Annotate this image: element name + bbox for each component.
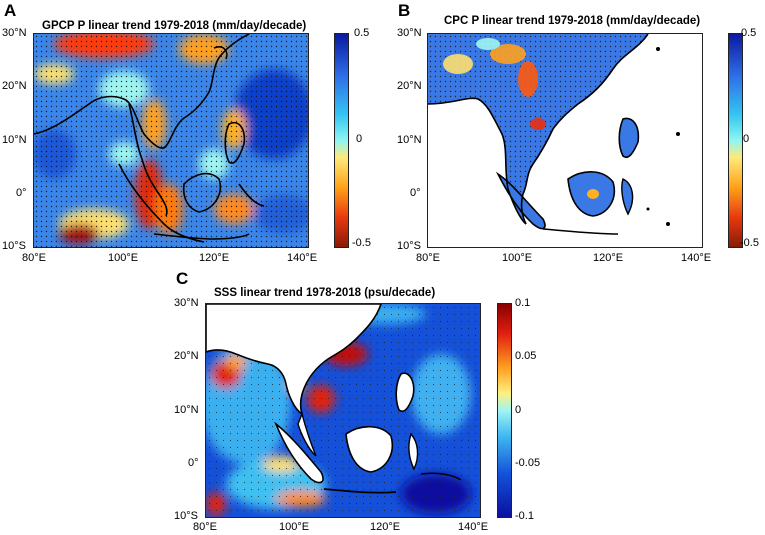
panel-c-lon-label-120e: 120°E bbox=[370, 521, 401, 533]
panel-b-lat-label-20n: 20°N bbox=[397, 80, 422, 92]
panel-a-lat-label-0: 0° bbox=[16, 187, 27, 199]
panel-c-lat-label-20n: 20°N bbox=[174, 350, 199, 362]
panel-b-colorbar-max: 0.5 bbox=[741, 27, 757, 39]
panel-c-lat-label-30n: 30°N bbox=[174, 297, 199, 309]
panel-c-lat-label-10s: 10°S bbox=[174, 510, 198, 522]
panel-b-lon-label-80e: 80°E bbox=[416, 252, 440, 264]
panel-b-lon-label-140e: 140°E bbox=[681, 252, 712, 264]
panel-a-lon-label-120e: 120°E bbox=[199, 252, 230, 264]
panel-a-lon-label-140e: 140°E bbox=[287, 252, 318, 264]
panel-c-lon-label-140e: 140°E bbox=[458, 521, 489, 533]
panel-c-lon-label-100e: 100°E bbox=[279, 521, 310, 533]
panel-b-lat-label-30n: 30°N bbox=[397, 27, 422, 39]
panel-c-colorbar-4: -0.1 bbox=[515, 510, 534, 522]
panel-b-title: CPC P linear trend 1979-2018 (mm/day/dec… bbox=[444, 15, 701, 27]
panel-c-lat-label-0: 0° bbox=[188, 457, 199, 469]
panel-b-colorbar-mid: 0 bbox=[743, 133, 750, 145]
panel-b-lat-label-0: 0° bbox=[410, 187, 421, 199]
panel-b-lat-label-10n: 10°N bbox=[397, 134, 422, 146]
panel-c-colorbar bbox=[497, 303, 512, 518]
panel-c-map bbox=[205, 303, 481, 518]
panel-c-colorbar-3: -0.05 bbox=[515, 457, 541, 469]
panel-b-colorbar-min: -0.5 bbox=[740, 237, 759, 249]
panel-c-colorbar-1: 0.05 bbox=[515, 350, 537, 362]
panel-a-letter: A bbox=[4, 1, 17, 20]
panel-a-colorbar-max: 0.5 bbox=[354, 27, 370, 39]
panel-b-colorbar bbox=[728, 33, 743, 248]
panel-a-lon-label-100e: 100°E bbox=[108, 252, 139, 264]
panel-c-colorbar-2: 0 bbox=[515, 404, 522, 416]
panel-a-lat-label-10n: 10°N bbox=[2, 134, 27, 146]
panel-c-lat-label-10n: 10°N bbox=[174, 404, 199, 416]
panel-a-lon-label-80e: 80°E bbox=[22, 252, 46, 264]
panel-b-lon-label-100e: 100°E bbox=[502, 252, 533, 264]
panel-b-map bbox=[427, 33, 703, 248]
panel-a-colorbar-mid: 0 bbox=[356, 133, 363, 145]
panel-c-colorbar-0: 0.1 bbox=[515, 297, 531, 309]
panel-b-lon-label-120e: 120°E bbox=[593, 252, 624, 264]
panel-a-colorbar bbox=[334, 33, 349, 248]
panel-a-title: GPCP P linear trend 1979-2018 (mm/day/de… bbox=[42, 20, 307, 32]
panel-c-lon-label-80e: 80°E bbox=[193, 521, 217, 533]
panel-c-title: SSS linear trend 1978-2018 (psu/decade) bbox=[214, 287, 436, 299]
panel-a-lat-label-20n: 20°N bbox=[2, 80, 27, 92]
panel-b-lat-label-10s: 10°S bbox=[397, 240, 421, 252]
panel-a-lat-label-30n: 30°N bbox=[2, 27, 27, 39]
panel-b-letter: B bbox=[398, 1, 411, 20]
panel-a-map bbox=[33, 33, 309, 248]
panel-a-lat-label-10s: 10°S bbox=[2, 240, 26, 252]
panel-c-letter: C bbox=[176, 269, 189, 288]
panel-a-colorbar-min: -0.5 bbox=[352, 237, 371, 249]
